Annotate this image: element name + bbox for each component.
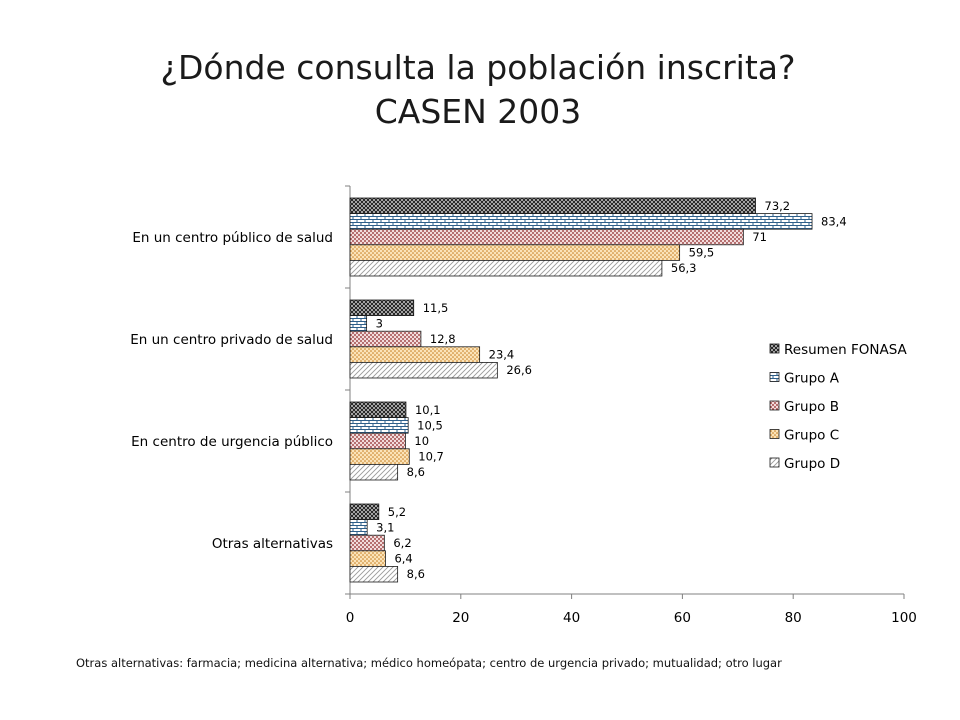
category-label: En un centro público de salud: [132, 230, 333, 246]
legend-label: Grupo A: [784, 371, 840, 387]
legend-label: Resumen FONASA: [784, 342, 908, 358]
data-label: 12,8: [430, 332, 456, 346]
data-label: 8,6: [407, 465, 425, 479]
bar: [349, 259, 663, 277]
data-label: 10,7: [418, 450, 444, 464]
bar: [349, 299, 415, 317]
chart-title-line1: ¿Dónde consulta la población inscrita?: [160, 48, 796, 87]
bar: [349, 417, 409, 434]
bar: [349, 213, 813, 230]
data-label: 59,5: [689, 246, 715, 260]
bar: [349, 448, 410, 465]
bar: [349, 401, 407, 419]
data-label: 73,2: [765, 199, 791, 213]
data-label: 11,5: [423, 301, 449, 315]
legend-swatch: [769, 400, 780, 411]
legend-label: Grupo B: [784, 399, 839, 415]
bar: [349, 361, 498, 379]
data-label: 3: [376, 316, 383, 330]
chart-labels: En un centro público de salud En un centr…: [130, 199, 846, 581]
bar: [349, 519, 368, 536]
bar: [349, 330, 422, 348]
legend-label: Grupo C: [784, 428, 839, 444]
data-label: 6,4: [394, 552, 412, 566]
legend-swatch: [769, 372, 780, 382]
category-label: En centro de urgencia público: [131, 434, 333, 450]
x-tick-label: 0: [346, 610, 355, 626]
bar: [349, 566, 399, 583]
x-tick-label: 100: [891, 610, 917, 626]
data-label: 3,1: [376, 520, 394, 534]
data-label: 5,2: [388, 505, 406, 519]
bar: [349, 197, 756, 215]
bar: [349, 550, 386, 567]
x-tick-label: 80: [785, 610, 802, 626]
chart-bars: [349, 197, 813, 583]
category-label: Otras alternativas: [212, 536, 333, 552]
bar: [349, 346, 481, 363]
x-tick-label: 20: [452, 610, 469, 626]
legend-swatch: [769, 457, 780, 468]
x-tick-label: 40: [563, 610, 580, 626]
data-label: 8,6: [407, 567, 425, 581]
chart-title-line2: CASEN 2003: [374, 92, 582, 131]
data-label: 10: [414, 434, 429, 448]
category-label: En un centro privado de salud: [130, 332, 333, 348]
bar: [349, 534, 385, 552]
legend-label: Grupo D: [784, 456, 840, 472]
data-label: 23,4: [489, 348, 515, 362]
bar: [349, 432, 406, 450]
bar: [349, 463, 399, 481]
bar: [349, 503, 380, 521]
chart-legend: Resumen FONASA Grupo A Grupo B Grupo C Grupo…: [769, 342, 908, 472]
legend-swatch: [769, 343, 780, 354]
bar: [349, 228, 744, 246]
bar: [349, 315, 368, 332]
data-label: 83,4: [821, 214, 847, 228]
data-label: 10,1: [415, 403, 441, 417]
data-label: 56,3: [671, 261, 697, 275]
legend-swatch: [769, 429, 780, 439]
x-tick-label: 60: [674, 610, 691, 626]
data-label: 26,6: [506, 363, 532, 377]
data-label: 71: [752, 230, 767, 244]
data-label: 6,2: [393, 536, 411, 550]
data-label: 10,5: [417, 418, 443, 432]
bar: [349, 244, 681, 261]
footnote: Otras alternativas: farmacia; medicina a…: [76, 656, 782, 670]
